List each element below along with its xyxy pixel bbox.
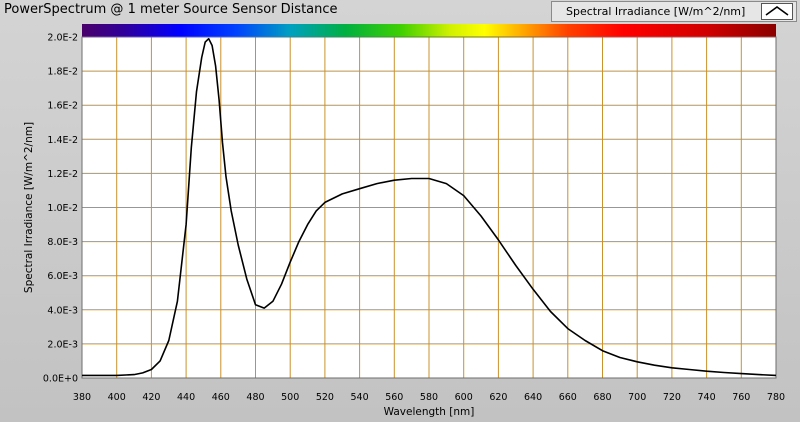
y-tick-label: 1.0E-2 bbox=[47, 203, 78, 214]
x-tick-label: 780 bbox=[767, 392, 785, 403]
x-tick-label: 560 bbox=[385, 392, 403, 403]
x-tick-label: 460 bbox=[212, 392, 230, 403]
x-axis-label: Wavelength [nm] bbox=[384, 406, 475, 418]
x-tick-label: 620 bbox=[489, 392, 507, 403]
x-tick-label: 720 bbox=[663, 392, 681, 403]
y-tick-label: 1.4E-2 bbox=[47, 135, 78, 146]
x-tick-label: 760 bbox=[732, 392, 750, 403]
y-tick-label: 1.2E-2 bbox=[47, 169, 78, 180]
x-tick-label: 580 bbox=[420, 392, 438, 403]
legend-label: Spectral Irradiance [W/m^2/nm] bbox=[566, 5, 746, 18]
legend-line-icon[interactable] bbox=[761, 3, 793, 20]
chart-title: PowerSpectrum @ 1 meter Source Sensor Di… bbox=[4, 2, 338, 17]
y-tick-label: 2.0E-2 bbox=[47, 33, 78, 44]
x-tick-label: 740 bbox=[698, 392, 716, 403]
x-tick-label: 500 bbox=[281, 392, 299, 403]
x-tick-label: 380 bbox=[73, 392, 91, 403]
x-tick-label: 640 bbox=[524, 392, 542, 403]
x-tick-label: 660 bbox=[559, 392, 577, 403]
y-tick-label: 0.0E+0 bbox=[43, 374, 78, 385]
y-tick-label: 1.6E-2 bbox=[47, 101, 78, 112]
y-tick-label: 4.0E-3 bbox=[47, 305, 78, 316]
x-tick-label: 520 bbox=[316, 392, 334, 403]
x-tick-label: 680 bbox=[593, 392, 611, 403]
x-tick-label: 420 bbox=[142, 392, 160, 403]
x-tick-label: 440 bbox=[177, 392, 195, 403]
y-axis-label: Spectral Irradiance [W/m^2/nm] bbox=[23, 122, 35, 293]
y-tick-label: 8.0E-3 bbox=[47, 237, 78, 248]
x-tick-label: 600 bbox=[455, 392, 473, 403]
y-tick-label: 6.0E-3 bbox=[47, 271, 78, 282]
x-tick-label: 700 bbox=[628, 392, 646, 403]
y-tick-label: 1.8E-2 bbox=[47, 67, 78, 78]
x-tick-label: 540 bbox=[351, 392, 369, 403]
plot-border bbox=[81, 36, 777, 379]
spectrum-color-bar bbox=[82, 24, 776, 37]
x-tick-label: 480 bbox=[246, 392, 264, 403]
y-tick-label: 2.0E-3 bbox=[47, 339, 78, 350]
x-tick-label: 400 bbox=[108, 392, 126, 403]
legend[interactable]: Spectral Irradiance [W/m^2/nm] bbox=[551, 1, 797, 22]
spectrum-line bbox=[82, 37, 777, 377]
